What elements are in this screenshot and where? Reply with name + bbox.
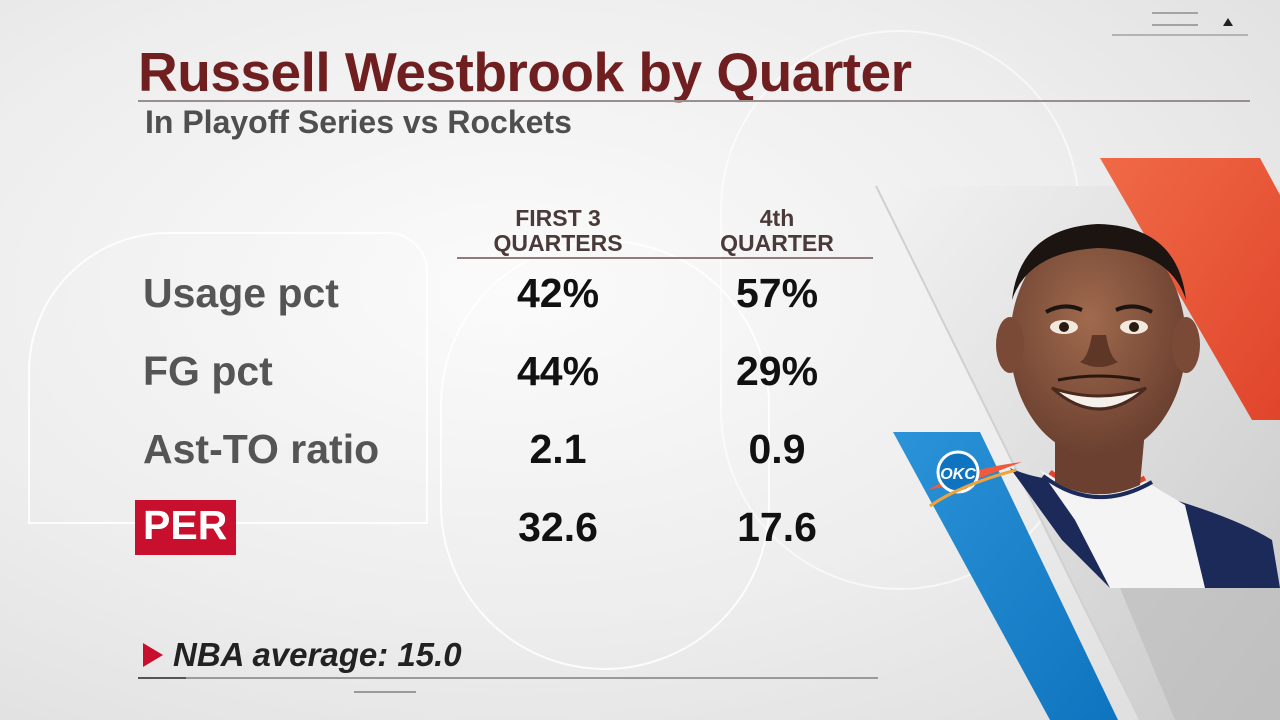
row-label-usage-pct: Usage pct xyxy=(143,270,339,316)
column-header-line: QUARTER xyxy=(720,230,834,256)
title-divider xyxy=(138,100,1250,102)
column-header-line: 4th xyxy=(759,205,795,231)
play-arrow-icon xyxy=(143,643,163,667)
column-header-line: FIRST 3 xyxy=(515,205,601,231)
footnote-text: NBA average: 15.0 xyxy=(173,636,462,673)
cell-per-fourth: 17.6 xyxy=(737,504,817,550)
bottom-divider-accent xyxy=(138,677,186,679)
cell-ast-first3: 2.1 xyxy=(529,426,587,472)
graphic-subtitle: In Playoff Series vs Rockets xyxy=(145,104,572,140)
row-label-per-badge: PER xyxy=(135,500,237,555)
column-header-4th-quarter: 4th QUARTER xyxy=(667,206,887,256)
column-header-first-3-quarters: FIRST 3 QUARTERS xyxy=(448,206,668,256)
ticker-line xyxy=(1152,12,1198,14)
bottom-divider xyxy=(138,677,878,679)
cell-usage-fourth: 57% xyxy=(735,270,819,316)
panel-orange-stripe xyxy=(1100,158,1280,420)
footnote: NBA average: 15.0 xyxy=(143,636,462,674)
column-header-line: QUARTERS xyxy=(493,230,623,256)
ticker-line xyxy=(1152,24,1198,26)
cell-ast-fourth: 0.9 xyxy=(748,426,806,472)
cell-per-first3: 32.6 xyxy=(518,504,598,550)
panel-lower-shade xyxy=(1120,588,1280,720)
ticker-line xyxy=(1112,34,1248,36)
cell-fg-first3: 44% xyxy=(516,348,600,394)
header-divider xyxy=(457,257,873,259)
cell-usage-first3: 42% xyxy=(516,270,600,316)
bottom-divider-short xyxy=(354,691,416,693)
graphic-title: Russell Westbrook by Quarter xyxy=(138,41,912,103)
row-label-fg-pct: FG pct xyxy=(143,348,273,394)
cell-fg-fourth: 29% xyxy=(735,348,819,394)
row-label-ast-to-ratio: Ast-TO ratio xyxy=(143,426,380,472)
triangle-up-icon xyxy=(1223,18,1233,26)
